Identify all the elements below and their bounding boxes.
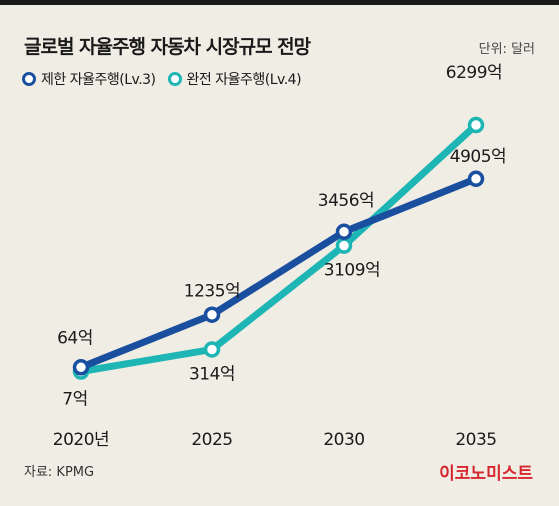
data-point-lv3-2 [335,223,353,241]
legend-label-lv4: 완전 자율주행(Lv.4) [186,72,302,88]
source-note: 자료: KPMG [24,465,95,480]
data-point-lv3-3 [467,170,485,188]
data-label-lv3-0: 64억 [57,328,93,348]
data-label-lv4-0: 7억 [62,389,87,409]
data-label-lv3-3: 4905억 [450,147,506,167]
data-point-lv3-1 [203,306,221,323]
legend-swatch-lv3 [22,72,36,86]
legend-item-lv4: 완전 자율주행(Lv.4) [167,69,302,89]
legend-item-lv3: 제한 자율주행(Lv.3) [22,69,156,89]
legend-swatch-lv4 [167,72,182,86]
brand-logo: 이코노미스트 [439,464,533,484]
x-tick-label-1: 2025 [191,430,232,450]
data-point-lv4-3 [467,116,485,134]
data-label-lv3-1: 1235억 [184,282,240,302]
unit-label: 단위: 달러 [478,42,535,57]
data-point-lv3-0 [72,359,90,376]
series-line-lv4 [77,121,480,375]
legend: 제한 자율주행(Lv.3) 완전 자율주행(Lv.4) [22,69,302,89]
chart-title: 글로벌 자율주행 자동차 시장규모 전망 [24,36,311,58]
x-tick-label-2: 2030 [323,430,364,450]
data-label-lv4-3: 6299억 [446,63,502,83]
legend-label-lv3: 제한 자율주행(Lv.3) [41,72,156,88]
data-label-lv3-2: 3456억 [318,191,374,211]
data-point-lv4-1 [203,341,221,358]
series-line-lv3 [77,175,480,371]
data-point-lv4-2 [335,237,353,254]
top-rule [0,0,559,5]
data-label-lv4-1: 314억 [189,364,235,384]
data-label-lv4-2: 3109억 [324,261,380,281]
x-tick-label-0: 2020년 [53,430,109,450]
x-tick-label-3: 2035 [455,430,496,450]
